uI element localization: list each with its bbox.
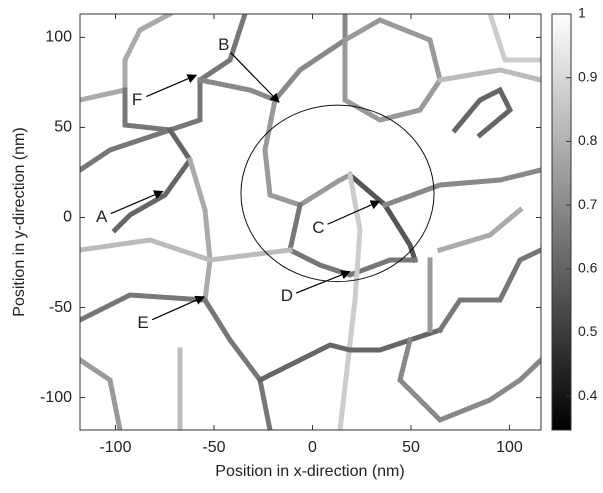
y-tick-label: 50	[54, 119, 72, 136]
y-tick-label: 100	[45, 29, 72, 46]
annotation-arrow	[230, 52, 280, 103]
y-tick-label: 0	[63, 209, 72, 226]
x-tick-label: -100	[99, 439, 131, 456]
x-tick-label: 50	[402, 439, 420, 456]
colorbar-tick-label: 0.7	[578, 196, 598, 212]
annotation-arrow	[146, 74, 198, 98]
x-axis-label: Position in x-direction (nm)	[215, 463, 404, 480]
colorbar-tick-label: 0.4	[578, 387, 598, 403]
highlight-circle	[240, 104, 435, 283]
colorbar	[551, 13, 572, 431]
annotation-arrow	[327, 200, 381, 225]
annotation-arrow	[295, 270, 351, 294]
annotation-label: D	[281, 286, 293, 305]
grain-map	[80, 14, 541, 430]
colorbar-tick-label: 0.6	[578, 260, 598, 276]
annotation-arrow	[110, 190, 164, 215]
x-tick-label: 100	[496, 439, 523, 456]
plot-area	[80, 14, 541, 430]
colorbar-tick-label: 1	[578, 5, 586, 21]
colorbar-tick-label: 0.9	[578, 68, 598, 84]
y-axis-label: Position in y-direction (nm)	[11, 127, 28, 316]
plot-frame	[79, 13, 542, 431]
annotation-label: E	[137, 313, 148, 332]
annotation-arrow	[151, 295, 205, 321]
y-tick-label: -100	[40, 389, 72, 406]
colorbar-tick-label: 0.8	[578, 132, 598, 148]
x-tick-label: -50	[202, 439, 225, 456]
colorbar-tick-label: 0.5	[578, 323, 598, 339]
annotation-label: C	[312, 218, 324, 237]
annotation-label: F	[132, 90, 142, 109]
annotation-label: A	[96, 207, 108, 226]
annotation-label: B	[218, 35, 229, 54]
y-tick-label: -50	[49, 299, 72, 316]
x-tick-label: 0	[308, 439, 317, 456]
